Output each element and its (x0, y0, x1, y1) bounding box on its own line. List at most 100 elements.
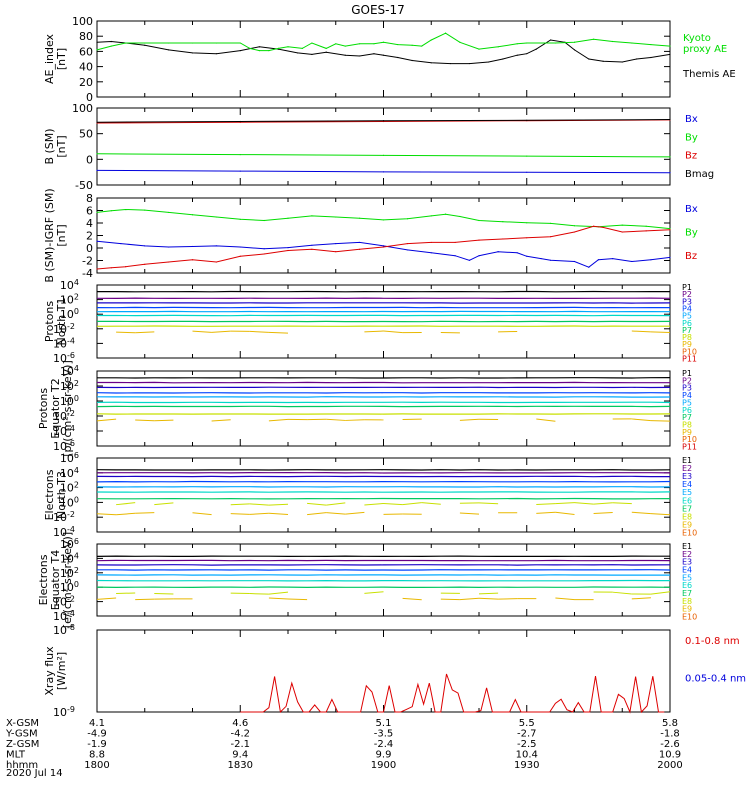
y-tick-exponent: -2 (67, 321, 75, 330)
y-axis-label: AE_index[nT] (43, 33, 68, 84)
data-point (277, 47, 280, 49)
data-point (573, 231, 576, 233)
data-point (263, 219, 265, 222)
y-tick-exponent: 2 (74, 565, 79, 574)
y-axis-label-line: [W/m²] (55, 652, 68, 690)
y-tick-exponent: 2 (74, 379, 79, 388)
data-point (382, 219, 385, 221)
channel-label-e4: E4 (682, 480, 692, 489)
y-axis-label-line: [p/(cm²-s-sr-keV)] (61, 360, 74, 457)
footer-value: 2000 (657, 760, 682, 771)
y-axis-label: ElectronsEquator T4[e/(cm²-s-sr-keV)] (37, 532, 74, 628)
data-point (191, 214, 194, 216)
y-tick-exponent: 4 (74, 278, 79, 287)
data-point (311, 215, 313, 217)
data-point (669, 256, 671, 259)
data-point (96, 121, 98, 123)
data-point (449, 62, 451, 65)
channel-label-e6: E6 (682, 581, 692, 590)
data-point (382, 246, 385, 248)
data-point (359, 248, 361, 250)
footer-value: 1800 (84, 760, 109, 771)
channel-trace-p9 (631, 418, 651, 422)
data-point (669, 172, 671, 174)
channel-label-e9: E9 (682, 605, 692, 614)
data-point (454, 241, 456, 244)
channel-label-e8: E8 (682, 512, 692, 521)
data-point (478, 239, 480, 241)
footer-value: 4.1 (89, 718, 105, 729)
data-point (96, 211, 98, 214)
y-tick-label: 8 (86, 192, 93, 205)
channel-trace-e8 (230, 503, 250, 506)
channel-trace-p9 (211, 419, 231, 422)
y-tick-exponent: 0 (74, 580, 79, 589)
footer-value: 8.8 (89, 750, 105, 761)
channel-trace-e8 (478, 502, 499, 505)
data-point (535, 48, 537, 50)
footer-value: -4.9 (87, 729, 107, 740)
footer-value: 1930 (514, 760, 539, 771)
data-point (125, 208, 127, 211)
data-point (631, 42, 633, 44)
channel-label-p11: P11 (682, 355, 697, 364)
footer-value: 5.5 (519, 718, 535, 729)
y-tick-exponent: 4 (74, 465, 79, 474)
footer-value: -3.5 (374, 729, 394, 740)
data-point (96, 240, 98, 242)
channel-trace-e9 (230, 513, 250, 515)
data-point (215, 245, 217, 247)
y-axis-label: ProtonsEquator T2[p/(cm²-s-sr-keV)] (37, 360, 74, 457)
y-axis-label: ElectronsNorth T3 (43, 469, 68, 520)
data-point (335, 251, 337, 253)
data-point (621, 224, 623, 226)
channel-trace-p9 (211, 330, 231, 333)
channel-trace-p9 (268, 418, 289, 422)
channel-trace-p9 (135, 419, 155, 422)
channel-label-p5: P5 (682, 312, 692, 321)
y-tick-exponent: -4 (67, 336, 75, 345)
channel-trace-e9 (459, 597, 480, 601)
data-point (526, 119, 528, 121)
legend-label: Bz (685, 251, 697, 262)
legend-label: Bx (685, 204, 698, 215)
channel-trace-e9 (326, 512, 346, 515)
channel-trace-p9 (345, 419, 365, 421)
footer-date: 2020 Jul 14 (6, 768, 63, 779)
data-point (296, 52, 299, 54)
data-point (335, 242, 337, 245)
data-point (191, 245, 194, 248)
data-point (573, 225, 576, 227)
channel-trace-e8 (364, 502, 384, 506)
data-point (287, 217, 289, 219)
channel-trace-e9 (459, 512, 480, 515)
channel-label-p9: P9 (682, 340, 692, 349)
channel-label-e9: E9 (682, 520, 692, 529)
footer-value: 4.6 (232, 718, 248, 729)
channel-label-p9: P9 (682, 428, 692, 437)
data-point (459, 41, 461, 43)
panel-frame (96, 629, 671, 713)
data-point (669, 229, 671, 231)
data-point (650, 259, 652, 261)
y-tick-exponent: -8 (67, 623, 75, 632)
y-tick-label: 40 (79, 61, 93, 74)
channel-trace-e9 (96, 597, 117, 600)
data-point (168, 49, 170, 51)
channel-trace-e9 (268, 512, 289, 516)
data-point (411, 44, 413, 46)
data-point (96, 153, 98, 155)
footer-value: 10.4 (516, 750, 538, 761)
data-point (191, 259, 194, 261)
legend-label: Kyoto (683, 33, 711, 44)
channel-label-p4: P4 (682, 391, 692, 400)
data-point (430, 39, 432, 41)
channel-trace-p9 (326, 418, 346, 421)
y-axis-label: B (SM)-IGRF (SM)[nT] (43, 188, 68, 282)
channel-trace-e9 (116, 512, 136, 516)
data-point (144, 44, 146, 46)
data-point (526, 42, 528, 44)
channel-trace-e8 (421, 502, 441, 505)
